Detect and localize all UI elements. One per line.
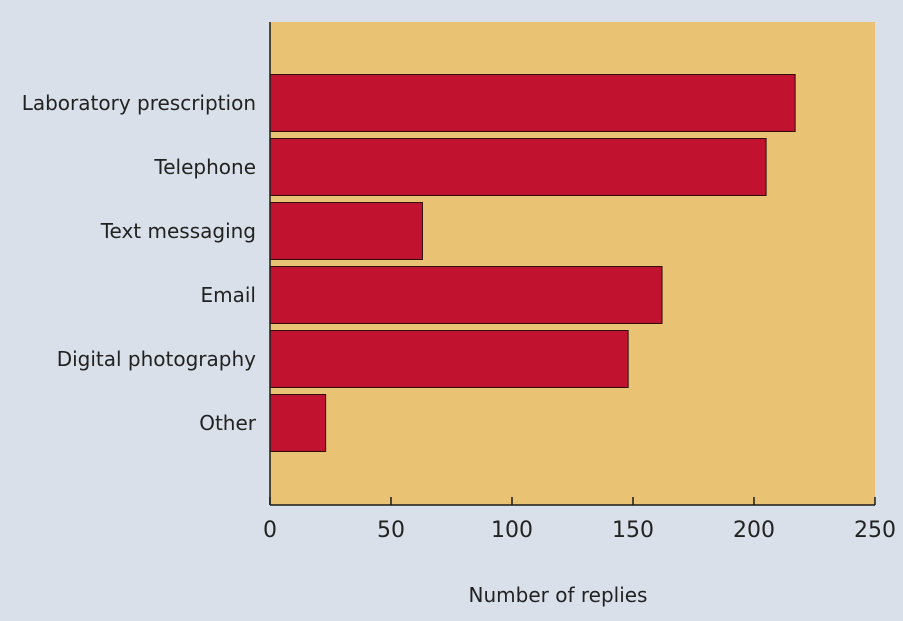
category-label-email: Email xyxy=(201,283,257,307)
category-label-other: Other xyxy=(199,411,257,435)
bars-layer xyxy=(269,74,796,452)
x-tick-label-250: 250 xyxy=(854,518,896,543)
x-tick-label-150: 150 xyxy=(612,518,654,543)
bar-digital-photography xyxy=(269,330,629,388)
x-axis-label: Number of replies xyxy=(469,583,648,607)
x-tick-label-0: 0 xyxy=(263,518,277,543)
x-tick-label-200: 200 xyxy=(733,518,775,543)
category-labels: Laboratory prescription Telephone Text mes… xyxy=(22,91,257,435)
x-tick-label-100: 100 xyxy=(491,518,533,543)
category-label-text-messaging: Text messaging xyxy=(100,219,256,243)
category-label-telephone: Telephone xyxy=(153,155,256,179)
bar-other xyxy=(269,394,327,452)
bar-email xyxy=(269,266,663,324)
bar-laboratory-prescription xyxy=(269,74,796,132)
x-tick-label-50: 50 xyxy=(377,518,405,543)
category-label-digital-photography: Digital photography xyxy=(57,347,256,371)
category-label-laboratory-prescription: Laboratory prescription xyxy=(22,91,256,115)
bar-text-messaging xyxy=(269,202,423,260)
bar-telephone xyxy=(269,138,767,196)
x-ticks: 0 50 100 150 200 250 xyxy=(263,497,896,543)
